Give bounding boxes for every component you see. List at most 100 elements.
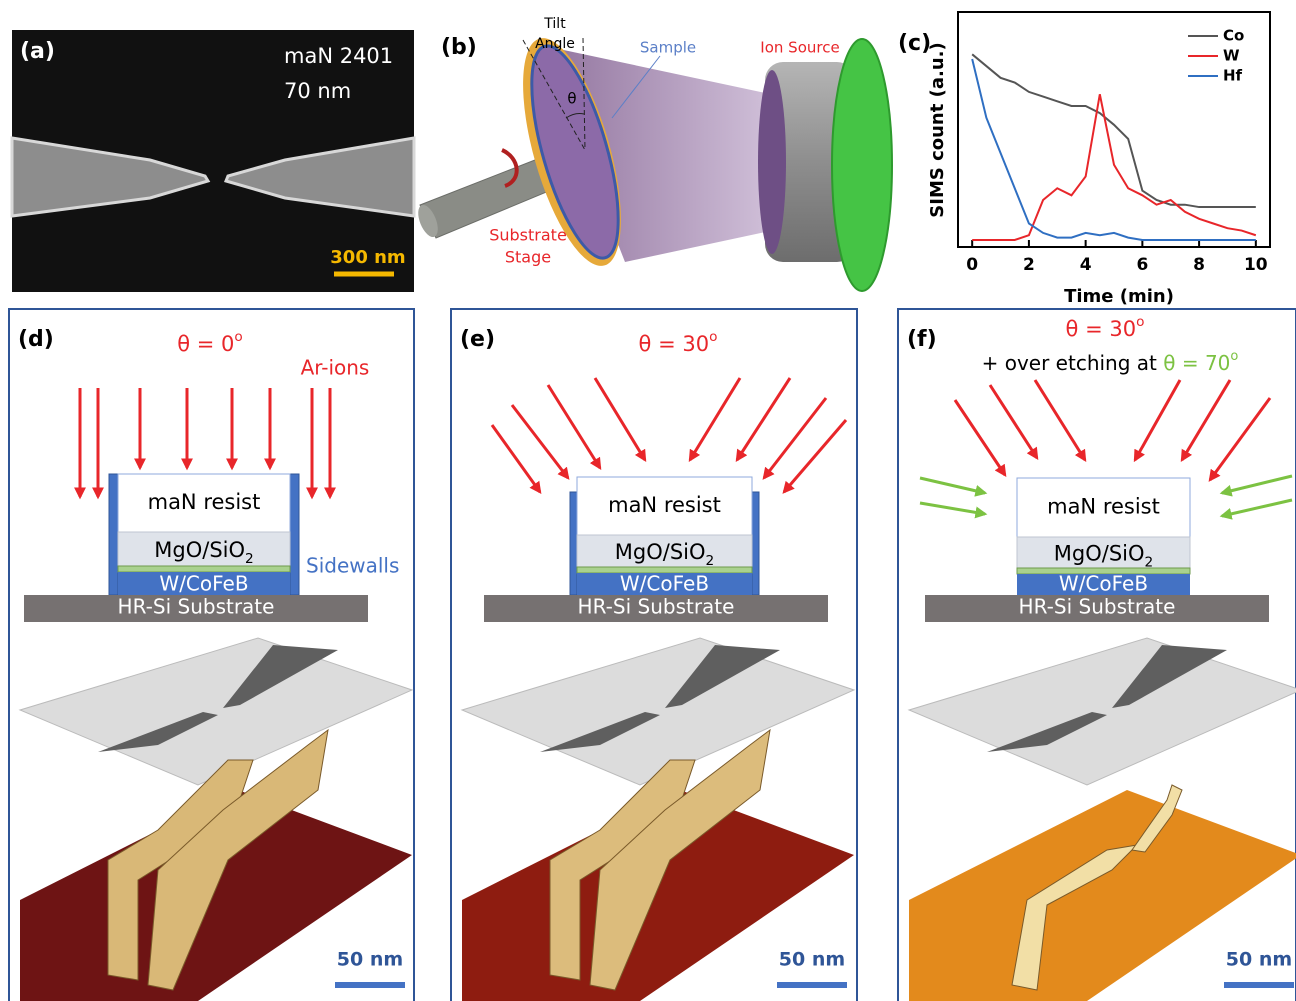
y-axis-label: SIMS count (a.u.) bbox=[927, 42, 948, 217]
ion-arrow bbox=[1180, 379, 1232, 463]
tilt-label: Tilt bbox=[543, 16, 566, 32]
scale-bar-label: 50 nm bbox=[337, 949, 403, 971]
sidewall bbox=[289, 473, 300, 596]
scale-bar-label: 50 nm bbox=[1226, 949, 1292, 971]
tilt-guide bbox=[522, 39, 586, 151]
panel-frame bbox=[8, 308, 415, 1001]
layer-label: maN resist bbox=[1047, 495, 1160, 519]
oxide-layer bbox=[117, 531, 291, 567]
sem-trench bbox=[1112, 645, 1227, 708]
layer-label: W/CoFeB bbox=[1059, 572, 1148, 596]
ion-arrow bbox=[1219, 498, 1293, 520]
layer-label: W/CoFeB bbox=[159, 572, 248, 596]
tilt-guide bbox=[582, 37, 586, 151]
stage-label: Substrate bbox=[489, 226, 567, 245]
sem-plate bbox=[18, 637, 414, 786]
electrode bbox=[223, 136, 416, 218]
text-run: MgO/SiO bbox=[1054, 542, 1145, 566]
layer-label: MgO/SiO2 bbox=[154, 538, 253, 567]
rotation-arrow bbox=[501, 148, 519, 188]
over-etch-label: + over etching at θ = 70o bbox=[982, 349, 1239, 375]
ion-arrow bbox=[919, 501, 988, 519]
x-axis-label: Time (min) bbox=[1064, 286, 1174, 307]
ion-arrow bbox=[593, 377, 647, 463]
oxide-layer bbox=[1016, 536, 1191, 569]
sidewall bbox=[751, 491, 760, 596]
oxide-layer bbox=[576, 534, 753, 568]
layer-label: HR-Si Substrate bbox=[578, 595, 735, 619]
angle-label: θ = 30o bbox=[1066, 314, 1145, 341]
sem-plate bbox=[460, 637, 856, 786]
sample-label: Sample bbox=[640, 39, 696, 57]
superscript: o bbox=[1230, 349, 1238, 364]
ion-source-body bbox=[765, 62, 855, 262]
ion-source-label: Ion Source bbox=[760, 39, 839, 57]
legend-label: Hf bbox=[1223, 67, 1243, 85]
sidewall bbox=[569, 491, 578, 596]
panel-label: (d) bbox=[18, 327, 54, 352]
ion-arrow bbox=[782, 419, 848, 494]
text-run: MgO/SiO bbox=[154, 538, 245, 562]
panel-label: (e) bbox=[460, 327, 495, 352]
text-run: + over etching at bbox=[982, 351, 1164, 375]
layer-label: HR-Si Substrate bbox=[118, 595, 275, 619]
layer-label: W/CoFeB bbox=[620, 572, 709, 596]
data-line bbox=[972, 94, 1257, 241]
ion-source-face bbox=[758, 70, 786, 254]
sem-trench bbox=[223, 645, 338, 708]
text-run: θ = 70 bbox=[1163, 351, 1230, 375]
layer-label: HR-Si Substrate bbox=[1019, 595, 1176, 619]
ion-beam-cone bbox=[540, 45, 775, 262]
stage-label: Stage bbox=[505, 248, 551, 267]
afm-ridge bbox=[1131, 784, 1183, 853]
afm-ridge bbox=[147, 728, 329, 991]
ion-arrow bbox=[1208, 397, 1272, 482]
panel-label: (b) bbox=[441, 35, 477, 60]
subscript: 2 bbox=[1145, 555, 1154, 571]
x-tick-label: 10 bbox=[1244, 255, 1268, 275]
ion-arrow bbox=[546, 384, 602, 471]
ion-arrow bbox=[762, 397, 828, 480]
ion-arrow bbox=[1219, 474, 1293, 497]
layer-label: maN resist bbox=[608, 493, 721, 517]
thickness-label: 70 nm bbox=[284, 79, 351, 103]
substrate bbox=[24, 595, 368, 622]
legend-label: Co bbox=[1223, 27, 1244, 45]
scale-bar-label: 50 nm bbox=[779, 949, 845, 971]
afm-surface bbox=[909, 790, 1296, 1001]
layer-label: maN resist bbox=[148, 490, 261, 514]
metal-layer bbox=[1017, 574, 1190, 595]
legend-label: W bbox=[1223, 47, 1240, 65]
metal-layer bbox=[577, 573, 752, 595]
sem-plate bbox=[907, 637, 1296, 786]
ion-arrow bbox=[919, 476, 988, 497]
resist-layer bbox=[576, 476, 753, 536]
ion-arrow bbox=[988, 384, 1039, 461]
superscript: o bbox=[1136, 314, 1144, 330]
subscript: 2 bbox=[245, 551, 254, 567]
ion-arrow bbox=[510, 404, 570, 480]
plot-frame bbox=[957, 11, 1271, 248]
theta-label: θ bbox=[567, 90, 576, 108]
afm-ridge bbox=[549, 759, 696, 981]
afm-ridge bbox=[107, 759, 254, 981]
substrate bbox=[925, 595, 1269, 622]
sample bbox=[530, 44, 620, 260]
afm-ridge bbox=[1011, 844, 1139, 991]
material-label: maN 2401 bbox=[284, 44, 393, 68]
text-run: MgO/SiO bbox=[615, 540, 706, 564]
sem-trench bbox=[540, 712, 660, 752]
panel-label: (c) bbox=[898, 31, 931, 56]
x-tick-label: 0 bbox=[966, 255, 978, 275]
sem-trench bbox=[987, 712, 1107, 752]
resist-layer bbox=[117, 473, 291, 533]
resist-layer bbox=[1016, 477, 1191, 538]
layer-label: MgO/SiO2 bbox=[615, 540, 714, 569]
text-run: θ = 30 bbox=[639, 332, 710, 356]
angle-label: θ = 0o bbox=[177, 329, 243, 356]
shaft-end bbox=[418, 204, 438, 238]
subscript: 2 bbox=[706, 553, 715, 569]
afm-ridge bbox=[589, 728, 771, 991]
substrate bbox=[484, 595, 828, 622]
